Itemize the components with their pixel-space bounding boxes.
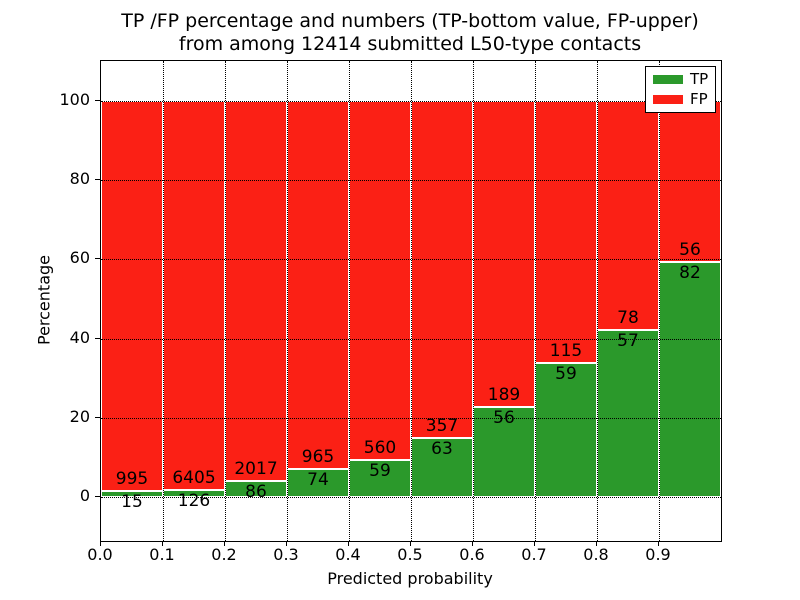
bar-segment-fp	[411, 100, 473, 438]
y-tick-label: 0	[79, 486, 90, 506]
tp-count-label: 126	[177, 490, 211, 511]
x-tick-label: 0.8	[583, 545, 609, 564]
fp-count-label: 56	[679, 239, 701, 260]
x-tick-label: 0.9	[645, 545, 671, 564]
tp-count-label: 82	[679, 262, 701, 283]
legend-entry-fp: FP	[653, 92, 708, 107]
y-tick	[95, 99, 100, 101]
x-tick	[472, 541, 473, 546]
tp-count-label: 57	[617, 330, 639, 351]
bar-segment-tp	[349, 459, 411, 498]
fp-count-label: 78	[617, 307, 639, 328]
bar-segment-tp	[659, 261, 721, 498]
y-tick	[95, 179, 100, 180]
bar-segment-tp	[411, 437, 473, 498]
x-tick-label: 0.1	[149, 545, 175, 564]
x-tick-label: 0.4	[335, 545, 361, 564]
vertical-gridline	[535, 61, 536, 541]
vertical-gridline	[659, 61, 660, 541]
legend-label: FP	[690, 90, 708, 108]
vertical-gridline	[597, 61, 598, 541]
fp-count-label: 115	[549, 340, 583, 361]
x-tick	[596, 541, 597, 546]
tp-count-label: 74	[307, 470, 329, 491]
tp-count-label: 56	[493, 407, 515, 428]
legend-swatch-fp-icon	[653, 95, 683, 104]
bar-segment-fp	[101, 100, 163, 492]
vertical-gridline	[411, 61, 412, 541]
fp-count-label: 560	[363, 437, 397, 458]
bar-segment-fp	[163, 100, 225, 490]
bar-segment-fp	[225, 100, 287, 482]
vertical-gridline	[349, 61, 350, 541]
chart-subtitle: from among 12414 submitted L50-type cont…	[178, 33, 642, 55]
tp-count-label: 63	[431, 438, 453, 459]
bar-segment-tp	[597, 329, 659, 498]
y-tick-label: 40	[69, 327, 90, 347]
y-tick-label: 80	[69, 169, 90, 188]
vertical-gridline	[287, 61, 288, 541]
x-tick	[534, 541, 535, 546]
fp-count-label: 357	[425, 415, 459, 436]
bar-segment-fp	[349, 100, 411, 460]
tp-count-label: 59	[369, 460, 391, 481]
y-tick-label: 20	[69, 407, 90, 427]
bar-segment-tp	[473, 406, 535, 498]
legend-swatch-tp-icon	[653, 75, 683, 84]
vertical-gridline	[473, 61, 474, 541]
x-tick-label: 0.6	[459, 545, 485, 564]
fp-count-label: 189	[487, 384, 521, 405]
bar-segment-fp	[597, 100, 659, 330]
plot-area: 995 15 6405 126 2017 86 965 74 560 59 357 63 189 56 11…	[100, 60, 722, 542]
bar-segment-tp	[101, 491, 163, 498]
x-tick-label: 0.0	[87, 545, 113, 564]
x-tick-label: 0.5	[397, 545, 423, 564]
legend-label: TP	[690, 70, 709, 88]
fp-count-label: 965	[301, 447, 335, 468]
x-tick	[410, 541, 411, 546]
vertical-gridline	[225, 61, 226, 541]
bar-segment-fp	[287, 100, 349, 470]
y-tick-label: 100	[59, 89, 90, 109]
x-tick	[348, 541, 349, 546]
x-tick-label: 0.7	[521, 545, 547, 564]
y-tick	[95, 337, 100, 339]
x-tick	[224, 541, 225, 546]
bar-segment-tp	[287, 469, 349, 498]
y-tick	[95, 258, 100, 260]
x-tick	[100, 541, 101, 546]
y-tick	[95, 496, 100, 498]
y-tick	[95, 417, 100, 419]
x-tick	[162, 541, 163, 546]
bar-segment-fp	[535, 100, 597, 363]
vertical-gridline	[163, 61, 164, 541]
tp-count-label: 59	[555, 363, 577, 384]
fp-count-label: 2017	[234, 459, 278, 480]
bar-segment-tp	[535, 362, 597, 498]
fp-count-label: 6405	[172, 467, 216, 488]
tp-count-label: 15	[121, 492, 143, 513]
tp-count-label: 86	[245, 482, 267, 503]
x-tick-label: 0.2	[211, 545, 237, 564]
legend: TP FP	[645, 66, 717, 113]
x-tick	[286, 541, 287, 546]
chart-title: TP /FP percentage and numbers (TP-bottom…	[121, 10, 699, 32]
fp-count-label: 995	[115, 469, 149, 490]
legend-entry-tp: TP	[653, 72, 708, 87]
x-axis-label: Predicted probability	[327, 569, 493, 588]
bar-segment-fp	[659, 100, 721, 262]
bar-segment-fp	[473, 100, 535, 407]
x-tick-label: 0.3	[273, 545, 299, 564]
y-tick-label: 60	[69, 248, 90, 268]
x-tick	[658, 541, 659, 546]
